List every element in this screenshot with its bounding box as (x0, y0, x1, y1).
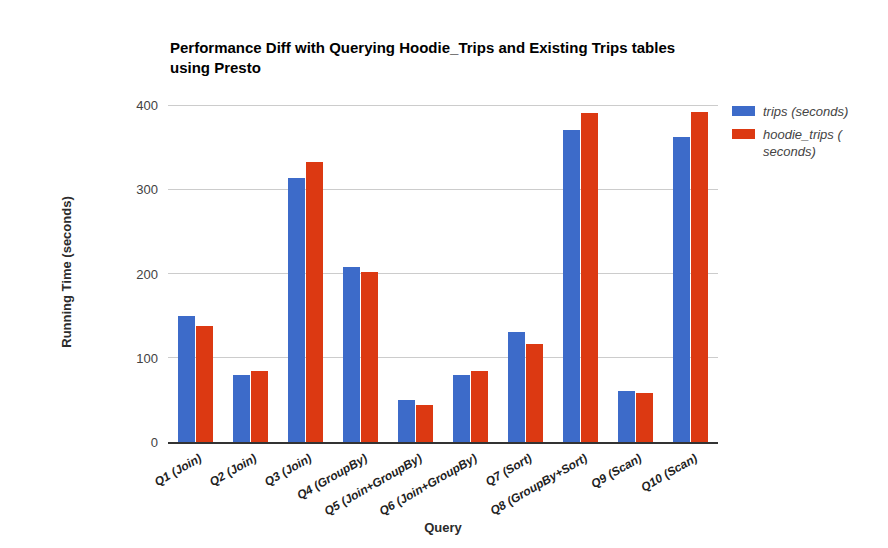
chart-title-line-1: Performance Diff with Querying Hoodie_Tr… (170, 38, 770, 58)
bar-trips-q6[interactable] (453, 375, 470, 442)
bar-hoodie-trips-q3[interactable] (306, 162, 323, 442)
gridline-300 (168, 189, 718, 190)
legend-label-hoodie-trips: hoodie_trips (seconds) (763, 126, 842, 160)
bar-hoodie-trips-q9[interactable] (636, 393, 653, 442)
y-axis-title: Running Time (seconds) (59, 196, 74, 347)
bar-trips-q4[interactable] (343, 267, 360, 442)
x-tick-label-q9: Q9 (Scan) (589, 451, 645, 491)
legend: trips (seconds) hoodie_trips (seconds) (732, 103, 884, 166)
bar-trips-q10[interactable] (673, 137, 690, 442)
plot-area (168, 105, 718, 442)
legend-swatch-trips (732, 106, 755, 116)
bar-hoodie-trips-q1[interactable] (196, 326, 213, 442)
y-tick-label-200: 200 (114, 268, 158, 281)
x-axis-title: Query (424, 520, 462, 535)
legend-label-line: hoodie_trips ( (763, 126, 842, 143)
y-tick-label-400: 400 (114, 99, 158, 112)
chart-title: Performance Diff with Querying Hoodie_Tr… (170, 38, 770, 78)
gridline-400 (168, 105, 718, 106)
chart-title-line-2: using Presto (170, 58, 770, 78)
legend-label-line: seconds) (763, 143, 842, 160)
x-tick-label-q2: Q2 (Join) (207, 451, 259, 489)
x-tick-label-q10: Q10 (Scan) (638, 451, 699, 494)
bar-hoodie-trips-q10[interactable] (691, 112, 708, 442)
bar-hoodie-trips-q6[interactable] (471, 371, 488, 442)
x-tick-label-q5: Q5 (Join+GroupBy) (322, 451, 425, 518)
x-axis-baseline (168, 442, 718, 444)
bar-trips-q7[interactable] (508, 332, 525, 442)
x-tick-label-q1: Q1 (Join) (152, 451, 204, 489)
chart-canvas: { "chart_data": { "type": "bar", "title"… (0, 0, 888, 548)
bar-hoodie-trips-q7[interactable] (526, 344, 543, 442)
legend-item-trips: trips (seconds) (732, 103, 884, 120)
y-tick-label-100: 100 (114, 352, 158, 365)
bar-hoodie-trips-q4[interactable] (361, 272, 378, 442)
bar-hoodie-trips-q5[interactable] (416, 405, 433, 442)
x-tick-label-q8: Q8 (GroupBy+Sort) (488, 451, 590, 518)
bar-trips-q9[interactable] (618, 391, 635, 442)
legend-item-hoodie-trips: hoodie_trips (seconds) (732, 126, 884, 160)
bar-hoodie-trips-q2[interactable] (251, 371, 268, 442)
bar-trips-q2[interactable] (233, 375, 250, 442)
gridline-100 (168, 357, 718, 358)
bar-trips-q1[interactable] (178, 316, 195, 442)
x-tick-label-q6: Q6 (Join+GroupBy) (377, 451, 480, 518)
bar-trips-q5[interactable] (398, 400, 415, 442)
legend-label-trips: trips (seconds) (763, 103, 848, 120)
gridline-200 (168, 273, 718, 274)
legend-label-line: trips (seconds) (763, 103, 848, 120)
bar-trips-q8[interactable] (563, 130, 580, 442)
y-tick-label-300: 300 (114, 183, 158, 196)
bar-trips-q3[interactable] (288, 178, 305, 442)
legend-swatch-hoodie-trips (732, 129, 755, 139)
y-tick-label-0: 0 (114, 436, 158, 449)
bar-hoodie-trips-q8[interactable] (581, 113, 598, 442)
